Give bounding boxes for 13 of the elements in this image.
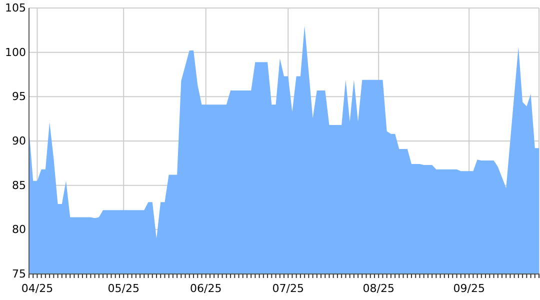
x-tick-label: 04/25 (21, 282, 54, 295)
x-tick-label: 06/25 (190, 282, 222, 295)
x-tick-label: 08/25 (362, 282, 394, 295)
y-tick-label: 105 (5, 2, 26, 15)
y-tick-label: 100 (5, 46, 26, 59)
y-tick-label: 75 (12, 268, 26, 281)
y-tick-label: 80 (12, 223, 26, 236)
x-tick-label: 07/25 (272, 282, 304, 295)
y-tick-label: 85 (12, 178, 26, 192)
y-tick-label: 95 (12, 90, 26, 104)
x-tick-label: 05/25 (108, 282, 140, 295)
y-tick-label: 90 (12, 134, 26, 148)
x-tick-label: 09/25 (453, 282, 485, 295)
